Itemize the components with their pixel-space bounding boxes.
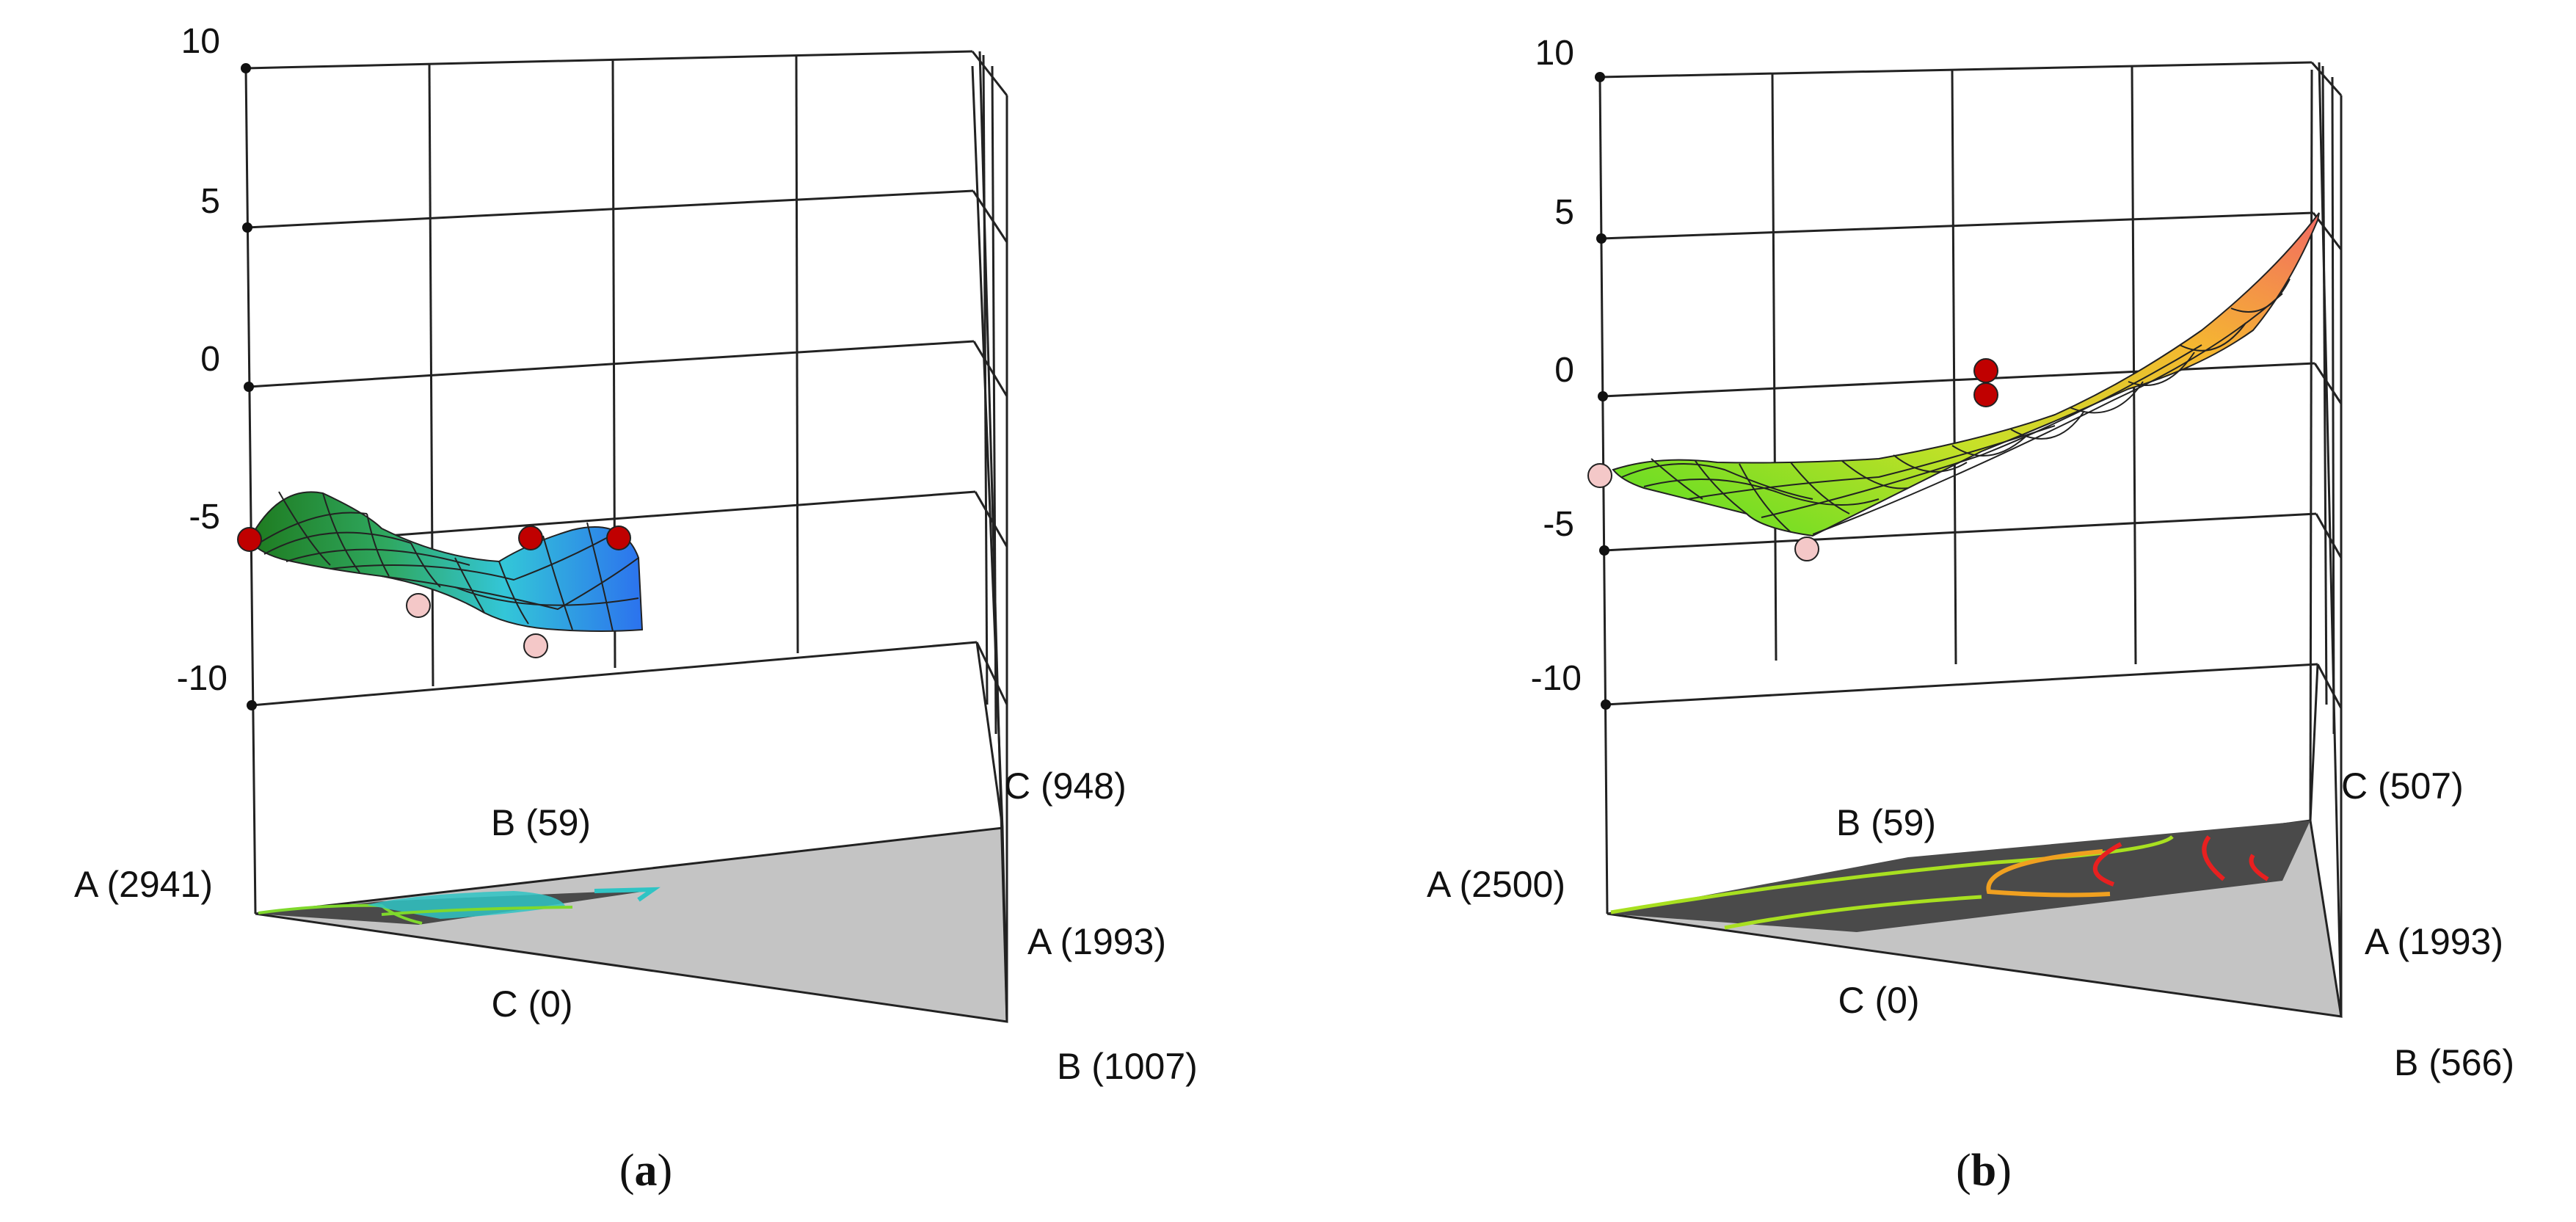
vertex-label-front-bottom: C (0) (1838, 980, 1919, 1021)
tick-label: -5 (1543, 505, 1574, 544)
design-point (1973, 358, 1998, 383)
design-point (237, 527, 262, 552)
design-point (518, 525, 543, 550)
contour-line (2092, 842, 2122, 887)
panel-letter: b (1971, 1146, 1996, 1196)
contour-line (1610, 835, 2174, 914)
vertex-label-right-bottom: B (566) (2394, 1042, 2514, 1083)
vertex-label-right-middle: A (1993) (2365, 921, 2503, 962)
design-point (523, 633, 548, 658)
axis-frame (1598, 61, 2343, 1017)
design-point (406, 593, 431, 618)
tick-label: 0 (200, 340, 220, 379)
tick-label: -10 (1531, 659, 1582, 698)
vertex-label-front-top: B (59) (1836, 802, 1936, 843)
contour-line (594, 887, 661, 902)
tick-label: -10 (177, 659, 228, 698)
design-point (1794, 537, 1819, 561)
vertex-label-front-left: A (2500) (1427, 864, 1565, 905)
vertex-label-right-top: C (948) (1004, 765, 1127, 807)
response-surface (1612, 212, 2320, 537)
panel-caption-b: (b) (1956, 1146, 2012, 1196)
tick-label: 10 (181, 22, 220, 61)
axis-tick-dots (1595, 72, 1611, 710)
vertex-label-right-middle: A (1993) (1027, 921, 1166, 962)
vertex-label-front-top: B (59) (491, 802, 591, 843)
design-point (1973, 382, 1998, 407)
vertex-label-right-bottom: B (1007) (1057, 1046, 1198, 1087)
contour-line (258, 903, 423, 925)
tick-label: -5 (189, 498, 220, 537)
tick-label: 5 (200, 182, 220, 221)
contour-line (1724, 895, 1982, 930)
surface-mesh (252, 491, 639, 632)
contour-line (1986, 849, 2111, 898)
response-surface (248, 491, 644, 632)
vertex-label-front-bottom: C (0) (491, 983, 572, 1025)
panel-caption-a: (a) (619, 1146, 672, 1196)
base-triangle (255, 826, 1008, 1023)
surface-mesh (1621, 278, 2291, 535)
vertex-label-right-top: C (507) (2341, 765, 2464, 807)
design-points (237, 525, 631, 658)
panel-a: 10 5 0 -5 -10 (74, 22, 1198, 1196)
vertex-label-front-left: A (2941) (74, 864, 213, 905)
axis-frame (244, 50, 1008, 1022)
panel-letter: a (635, 1146, 658, 1196)
design-point (1587, 463, 1612, 488)
panel-b: 10 5 0 -5 -10 (1427, 34, 2514, 1196)
tick-label: 5 (1554, 193, 1574, 232)
tick-label: 10 (1535, 34, 1574, 73)
contour-line (381, 906, 573, 916)
contour-line (2202, 835, 2225, 881)
contour-line (2249, 854, 2269, 881)
design-points (1587, 358, 1998, 561)
tick-label: 0 (1554, 351, 1574, 390)
design-point (606, 525, 631, 550)
